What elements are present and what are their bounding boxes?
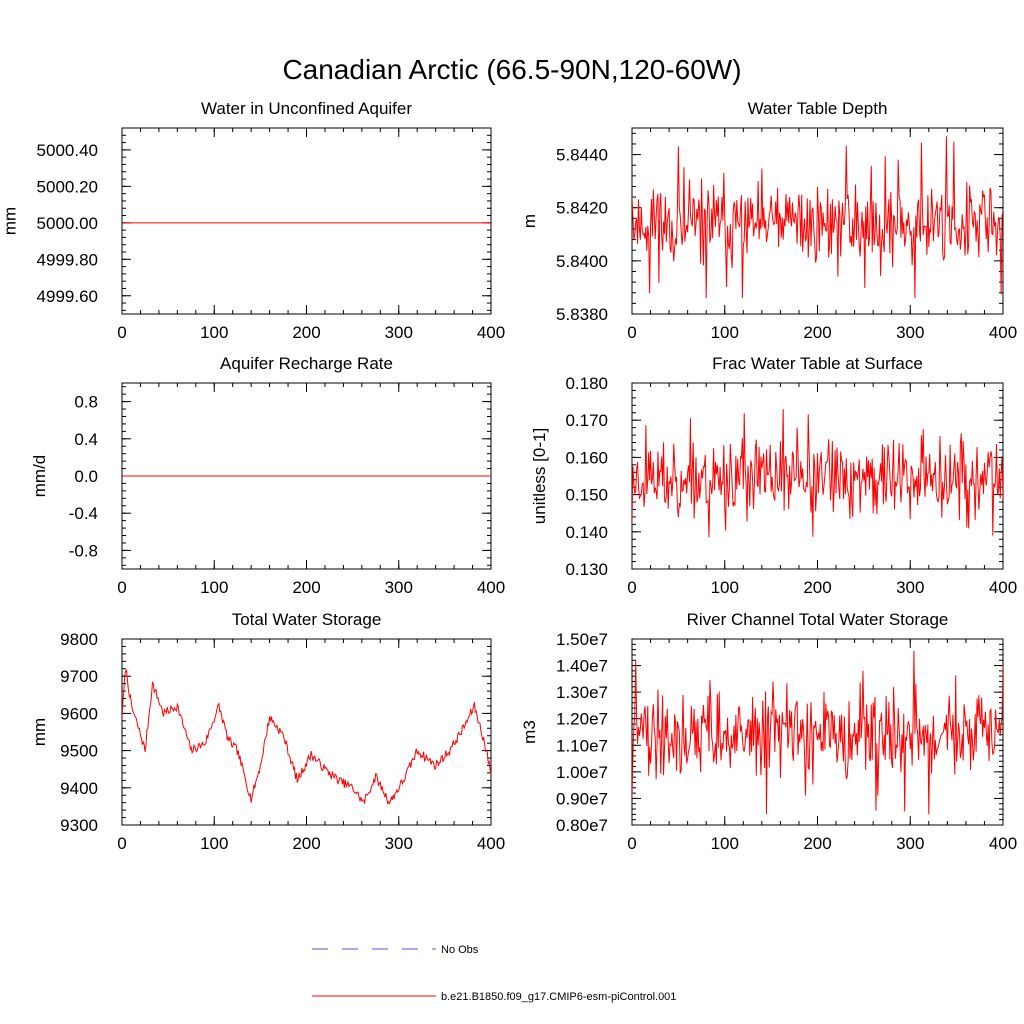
y-tick-label: 0.90e7 [556, 789, 608, 808]
y-tick-label: 9600 [60, 704, 98, 723]
figure-title: Canadian Arctic (66.5-90N,120-60W) [282, 54, 741, 85]
x-tick-label: 300 [385, 323, 413, 342]
plot-frame [121, 638, 492, 826]
y-tick-label: 0.180 [565, 374, 608, 393]
x-tick-label: 100 [200, 834, 228, 853]
plot-frame [121, 127, 492, 315]
x-tick-label: 300 [896, 323, 924, 342]
x-tick-label: 300 [896, 578, 924, 597]
y-tick-label: 0.160 [565, 448, 608, 467]
x-tick-label: 200 [292, 578, 320, 597]
y-tick-label: 5.8440 [556, 146, 608, 165]
x-tick-label: 0 [117, 834, 126, 853]
y-tick-label: 0.80e7 [556, 816, 608, 835]
panel-title: River Channel Total Water Storage [687, 610, 949, 629]
y-tick-label: 0.4 [74, 430, 98, 449]
y-tick-label: 0.8 [74, 393, 98, 412]
x-tick-label: 400 [477, 323, 505, 342]
y-tick-label: 5.8400 [556, 252, 608, 271]
y-tick-label: 5000.00 [37, 214, 98, 233]
x-tick-label: 300 [385, 834, 413, 853]
y-tick-label: 5.8380 [556, 305, 608, 324]
y-axis-label: mm/d [30, 455, 49, 498]
y-tick-label: 1.00e7 [556, 763, 608, 782]
x-tick-label: 400 [477, 578, 505, 597]
legend: No Obs b.e21.B1850.f09_g17.CMIP6-esm-piC… [312, 944, 676, 1003]
y-axis-label: unitless [0-1] [530, 428, 549, 524]
chart-panel: Water in Unconfined Aquifer 0 100 200 300 400… [0, 99, 505, 342]
x-tick-label: 200 [292, 834, 320, 853]
x-tick-label: 200 [292, 323, 320, 342]
x-tick-label: 100 [711, 323, 739, 342]
y-tick-label: 9400 [60, 779, 98, 798]
y-axis-label: m3 [520, 720, 539, 744]
y-tick-label: 0.170 [565, 411, 608, 430]
series-line [122, 669, 491, 806]
y-tick-label: 5000.20 [37, 177, 98, 196]
x-tick-label: 0 [117, 323, 126, 342]
chart-panel: Total Water Storage 0 100 200 300 400 9300 9400… [30, 610, 505, 853]
panel-title: Water in Unconfined Aquifer [201, 99, 412, 118]
y-tick-label: 4999.60 [37, 287, 98, 306]
x-tick-label: 100 [200, 578, 228, 597]
y-tick-label: -0.4 [69, 504, 98, 523]
x-tick-label: 100 [200, 323, 228, 342]
y-tick-label: 9300 [60, 816, 98, 835]
x-tick-label: 300 [385, 578, 413, 597]
y-tick-label: 0.140 [565, 523, 608, 542]
y-tick-label: 0.130 [565, 560, 608, 579]
x-tick-label: 400 [989, 578, 1017, 597]
panels: Water in Unconfined Aquifer 0 100 200 300 400… [0, 99, 1017, 853]
legend-label-model: b.e21.B1850.f09_g17.CMIP6-esm-piControl.… [441, 991, 676, 1003]
y-tick-label: 1.10e7 [556, 736, 608, 755]
x-tick-label: 200 [803, 323, 831, 342]
y-tick-label: 4999.80 [37, 250, 98, 269]
y-tick-label: 1.20e7 [556, 710, 608, 729]
x-tick-label: 300 [896, 834, 924, 853]
chart-panel: Water Table Depth 0 100 200 300 400 5.8380 5.84… [520, 99, 1017, 342]
panel-title: Frac Water Table at Surface [712, 354, 923, 373]
y-tick-label: 0.150 [565, 486, 608, 505]
x-tick-label: 200 [803, 578, 831, 597]
x-tick-label: 0 [627, 578, 636, 597]
panel-title: Water Table Depth [748, 99, 888, 118]
panel-title: Total Water Storage [232, 610, 382, 629]
chart-panel: River Channel Total Water Storage 0 100 200… [520, 610, 1017, 853]
y-tick-label: 1.50e7 [556, 630, 608, 649]
x-tick-label: 100 [711, 834, 739, 853]
y-tick-label: 5000.40 [37, 141, 98, 160]
y-axis-label: m [520, 214, 539, 228]
y-tick-label: -0.8 [69, 541, 98, 560]
x-tick-label: 0 [117, 578, 126, 597]
x-tick-label: 100 [711, 578, 739, 597]
y-tick-label: 0.0 [74, 467, 98, 486]
legend-label-no-obs: No Obs [441, 944, 479, 956]
y-tick-label: 5.8420 [556, 199, 608, 218]
y-tick-label: 9800 [60, 630, 98, 649]
x-tick-label: 400 [989, 323, 1017, 342]
y-tick-label: 1.40e7 [556, 657, 608, 676]
x-tick-label: 400 [989, 834, 1017, 853]
x-tick-label: 0 [627, 323, 636, 342]
y-tick-label: 9500 [60, 742, 98, 761]
x-tick-label: 0 [627, 834, 636, 853]
series-line [632, 650, 1003, 815]
chart-panel: Frac Water Table at Surface 0 100 200 300 400… [530, 354, 1017, 597]
panel-title: Aquifer Recharge Rate [220, 354, 393, 373]
y-axis-label: mm [0, 207, 19, 235]
x-tick-label: 200 [803, 834, 831, 853]
chart-panel: Aquifer Recharge Rate 0 100 200 300 400 -0.8 -0… [30, 354, 505, 597]
y-tick-label: 9700 [60, 667, 98, 686]
series-line [632, 409, 1003, 538]
series-line [632, 136, 1003, 299]
x-tick-label: 400 [477, 834, 505, 853]
y-axis-label: mm [30, 718, 49, 746]
y-tick-label: 1.30e7 [556, 683, 608, 702]
